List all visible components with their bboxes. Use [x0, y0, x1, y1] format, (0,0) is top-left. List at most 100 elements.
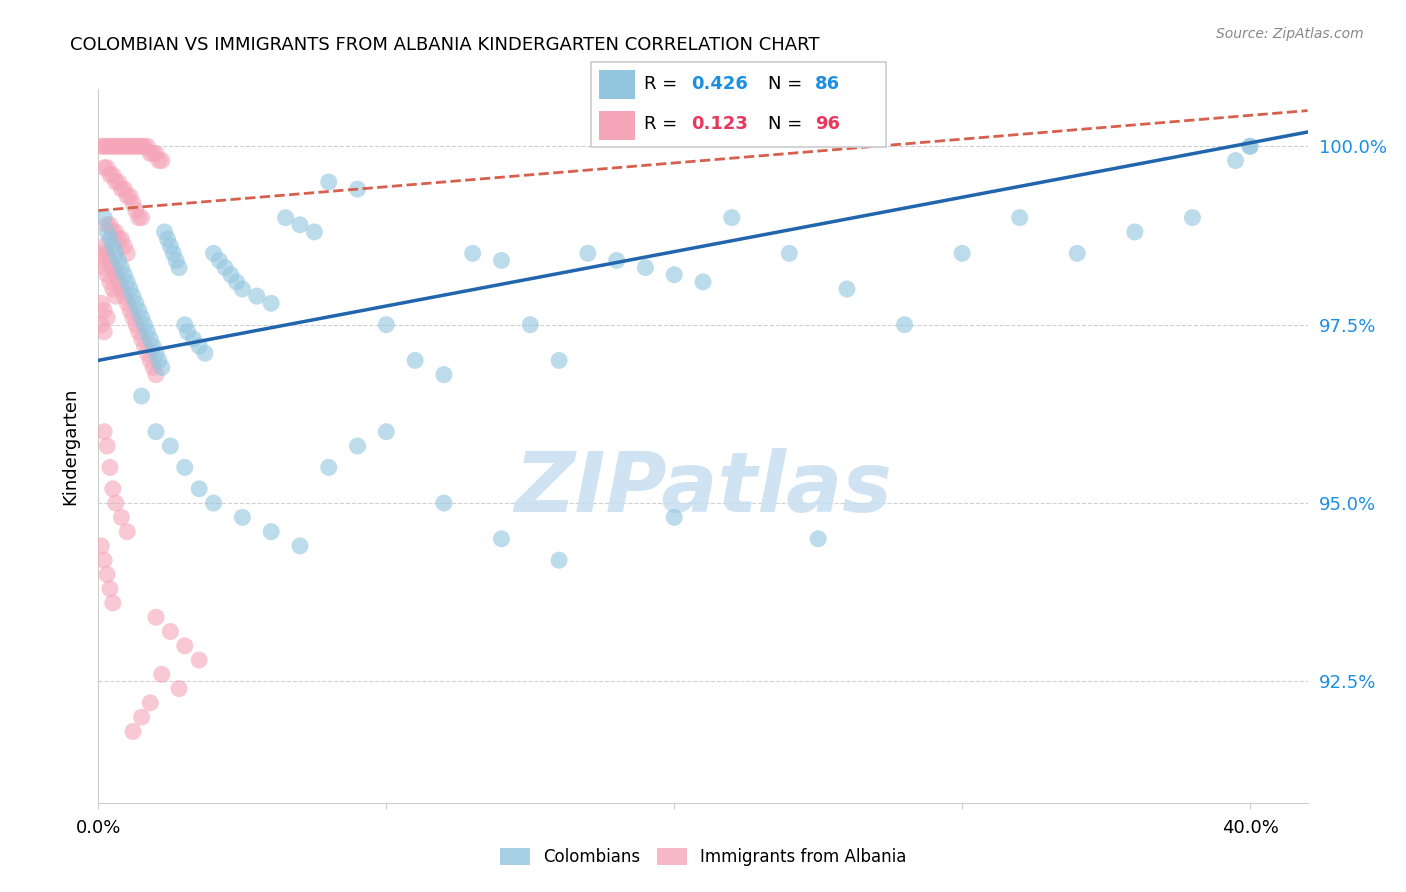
Point	[148, 353, 170, 368]
Point	[139, 696, 162, 710]
Point	[1008, 211, 1031, 225]
Point	[104, 289, 127, 303]
Point	[176, 325, 198, 339]
Point	[288, 218, 311, 232]
Text: R =: R =	[644, 115, 683, 133]
Point	[173, 460, 195, 475]
Point	[96, 139, 118, 153]
Point	[145, 610, 167, 624]
Point	[173, 318, 195, 332]
Point	[167, 681, 190, 696]
Point	[491, 532, 513, 546]
Point	[112, 182, 135, 196]
Point	[128, 303, 150, 318]
Point	[231, 282, 253, 296]
Point	[139, 353, 162, 368]
Point	[128, 139, 150, 153]
Point	[122, 724, 145, 739]
Point	[107, 275, 129, 289]
Text: 0.426: 0.426	[690, 75, 748, 93]
Point	[96, 218, 118, 232]
Point	[98, 275, 121, 289]
Point	[93, 553, 115, 567]
Point	[122, 310, 145, 325]
Point	[183, 332, 205, 346]
Point	[548, 353, 571, 368]
Point	[131, 310, 153, 325]
Point	[162, 246, 184, 260]
Point	[93, 425, 115, 439]
Point	[835, 282, 858, 296]
Point	[692, 275, 714, 289]
Point	[145, 368, 167, 382]
Point	[1239, 139, 1261, 153]
Point	[346, 439, 368, 453]
Point	[142, 146, 165, 161]
Point	[96, 225, 118, 239]
Point	[101, 482, 124, 496]
Point	[96, 246, 118, 260]
Point	[664, 510, 686, 524]
Point	[128, 325, 150, 339]
Point	[101, 139, 124, 153]
Point	[98, 139, 121, 153]
Point	[90, 139, 112, 153]
Point	[115, 296, 138, 310]
Point	[131, 332, 153, 346]
Point	[110, 282, 132, 296]
Point	[153, 225, 176, 239]
Point	[208, 253, 231, 268]
Point	[90, 539, 112, 553]
Point	[112, 239, 135, 253]
Point	[115, 139, 138, 153]
Point	[110, 139, 132, 153]
Point	[125, 139, 148, 153]
Point	[101, 282, 124, 296]
Point	[231, 510, 253, 524]
Point	[548, 553, 571, 567]
Point	[107, 232, 129, 246]
Point	[96, 268, 118, 282]
Point	[98, 168, 121, 182]
Point	[274, 211, 297, 225]
Point	[96, 310, 118, 325]
Point	[104, 268, 127, 282]
Point	[96, 567, 118, 582]
Point	[120, 139, 142, 153]
Text: N =: N =	[768, 75, 807, 93]
Text: 96: 96	[815, 115, 839, 133]
Point	[139, 146, 162, 161]
Point	[159, 239, 181, 253]
Text: R =: R =	[644, 75, 683, 93]
Point	[214, 260, 236, 275]
Point	[950, 246, 973, 260]
Point	[219, 268, 242, 282]
Point	[112, 139, 135, 153]
Point	[93, 161, 115, 175]
Point	[1066, 246, 1088, 260]
Text: 0.123: 0.123	[690, 115, 748, 133]
Text: N =: N =	[768, 115, 807, 133]
Point	[110, 232, 132, 246]
Point	[110, 182, 132, 196]
Point	[101, 260, 124, 275]
Point	[375, 318, 398, 332]
Point	[136, 139, 159, 153]
Point	[807, 532, 830, 546]
Point	[634, 260, 657, 275]
Point	[893, 318, 915, 332]
Legend: Colombians, Immigrants from Albania: Colombians, Immigrants from Albania	[494, 841, 912, 873]
Point	[606, 253, 628, 268]
Point	[461, 246, 484, 260]
Point	[90, 296, 112, 310]
Point	[110, 510, 132, 524]
Text: 86: 86	[815, 75, 839, 93]
Point	[1239, 139, 1261, 153]
Point	[101, 239, 124, 253]
Point	[110, 260, 132, 275]
Point	[260, 524, 283, 539]
Point	[120, 303, 142, 318]
Point	[167, 260, 190, 275]
Text: ZIPatlas: ZIPatlas	[515, 449, 891, 529]
Point	[98, 218, 121, 232]
